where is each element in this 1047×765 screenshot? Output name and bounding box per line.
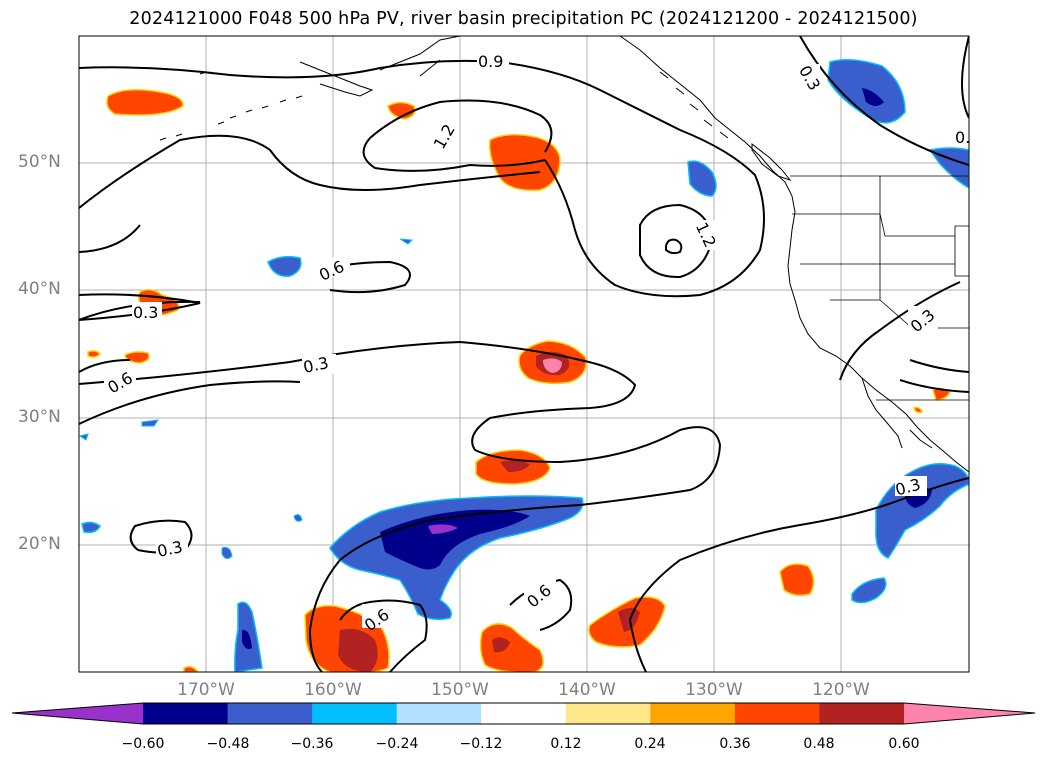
colorbar-tick-label: 0.48 [803, 736, 835, 752]
north-america-coast [619, 36, 969, 473]
colorbar-segment [734, 703, 820, 724]
precip-core [500, 460, 530, 472]
precip-blob [779, 563, 815, 597]
pv-contour-0.6 [79, 359, 301, 425]
state-borders [792, 176, 969, 329]
pv-contour-0.3 [79, 293, 201, 321]
colorbar-tick-label: 0.12 [550, 736, 582, 752]
precip-blob [221, 546, 233, 560]
lon-label-160w: 160°W [304, 680, 362, 700]
colorbar-outline [11, 702, 1036, 725]
pv-contour [899, 359, 969, 393]
precip-blob [913, 406, 923, 414]
colorbar-segment [650, 703, 736, 724]
colorbar-tick-label: −0.12 [459, 736, 503, 752]
borders [790, 175, 969, 401]
lon-label-150w: 150°W [431, 680, 489, 700]
lon-label-170w: 170°W [177, 680, 235, 700]
pv-contour-0.6 [79, 134, 541, 209]
precip-core [492, 637, 510, 653]
lat-label-50n: 50°N [18, 152, 61, 172]
bc-islands [659, 71, 729, 139]
colorbar-tick-label: 0.60 [888, 736, 920, 752]
pv-contour-0.6 [339, 599, 428, 672]
precip-blob [293, 514, 303, 522]
precip-blob [387, 101, 416, 120]
colorbar-segment [819, 703, 905, 724]
precip-blob [81, 521, 101, 534]
lat-label-30n: 30°N [18, 407, 61, 427]
lat-label-20n: 20°N [18, 534, 61, 554]
colorbar [11, 702, 1036, 725]
precip-peak [428, 524, 458, 534]
map-title: 2024121000 F048 500 hPa PV, river basin … [129, 9, 918, 29]
precip-blob [928, 147, 969, 189]
map-canvas: 0.9 1.2 1.2 0.6 0.3 0.6 0.3 0.3 0.6 0.3 … [78, 35, 980, 673]
precip-blob [399, 238, 414, 245]
colorbar-tick-label: 0.36 [719, 736, 751, 752]
map-frame [78, 35, 970, 673]
pv-contour [665, 238, 683, 255]
colorbar-segment [396, 703, 482, 724]
pv-contour-label: 0.3 [955, 128, 980, 147]
colorbar-tick-label: −0.36 [290, 736, 334, 752]
pv-contour-0.9 [79, 59, 765, 298]
colorbar-tick-label: −0.24 [375, 736, 419, 752]
pv-contour-label: 0.3 [301, 353, 330, 377]
precip-core [242, 629, 252, 650]
precip-peak [543, 358, 562, 373]
precip-blob [183, 665, 199, 672]
pv-contour-0.6 [319, 260, 411, 294]
precip-blob [687, 160, 717, 197]
colorbar-tick-label: −0.48 [206, 736, 250, 752]
precip-core [380, 509, 530, 570]
pv-contour-label: 0.3 [155, 537, 184, 561]
colorbar-extend-max [904, 703, 1035, 724]
precip-blob [79, 433, 89, 441]
colorbar-tick-label: 0.24 [634, 736, 666, 752]
precip-blob [488, 133, 561, 191]
precip-blob [479, 623, 544, 672]
lat-label-40n: 40°N [18, 279, 61, 299]
pv-contour-1.2 [362, 99, 553, 172]
colorbar-extend-min [12, 703, 143, 724]
baja-coast [861, 377, 933, 449]
pv-contour-0.3 [839, 281, 961, 381]
colorbar-segments [12, 703, 1035, 724]
coastlines [159, 36, 969, 473]
pv-contour-0.3 [79, 340, 722, 672]
colorbar-segment [227, 703, 313, 724]
precip-blob [87, 350, 102, 358]
pv-contour-label: 0.3 [133, 303, 158, 322]
precip-blob [851, 577, 887, 604]
colorbar-segment [481, 703, 567, 724]
pv-contour-0.3 [628, 477, 969, 672]
vancouver-island [751, 142, 792, 182]
colorbar-segment [312, 703, 398, 724]
precip-blob [267, 255, 302, 277]
colorbar-segment [565, 703, 651, 724]
precip-blob [141, 419, 160, 427]
lon-label-130w: 130°W [685, 680, 743, 700]
precip-core [862, 88, 884, 106]
pv-contour-label: 0.9 [478, 52, 503, 71]
lon-label-140w: 140°W [558, 680, 616, 700]
lon-label-120w: 120°W [812, 680, 870, 700]
pv-contour-0.3 [961, 36, 969, 119]
precip-blob [106, 89, 184, 116]
precip-core [338, 628, 378, 672]
colorbar-tick-label: −0.60 [121, 736, 165, 752]
colorbar-segment [143, 703, 229, 724]
